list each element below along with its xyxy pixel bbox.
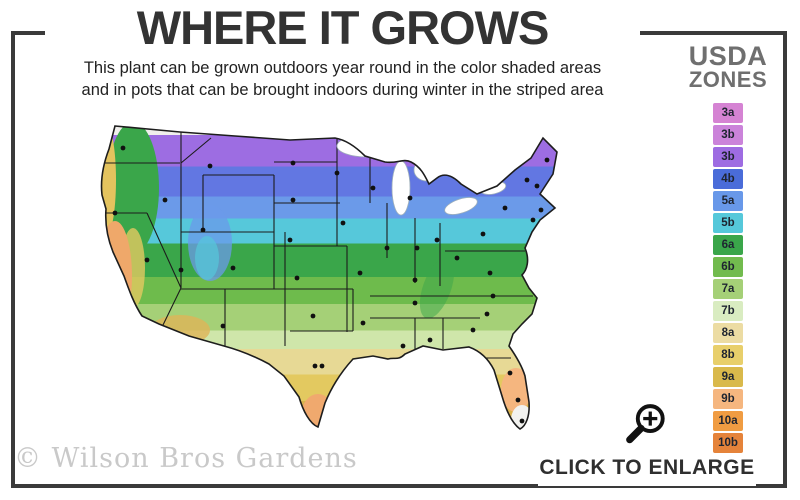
click-to-enlarge-label[interactable]: CLICK TO ENLARGE [538, 454, 756, 486]
overlay-appalachia-green [419, 257, 455, 319]
legend-swatch-10a: 10a [713, 411, 743, 431]
legend-swatch-7b: 7b [713, 301, 743, 321]
subtitle-line-1: This plant can be grown outdoors year ro… [83, 59, 602, 77]
usa-hardiness-zone-map [100, 125, 558, 430]
legend-swatch-3a: 3a [713, 103, 743, 123]
legend-swatch-6a: 6a [713, 235, 743, 255]
legend-swatch-5a: 5a [713, 191, 743, 211]
legend-items: 3a 3b 3b 4b 5a 5b 6a 6b 7a 7b 8a 8b 9a 9b 10a 10b [713, 103, 743, 455]
state-borders [101, 132, 533, 359]
legend-swatch-10b: 10b [713, 433, 743, 453]
legend-swatch-7a: 7a [713, 279, 743, 299]
legend-title-zones: ZONES [688, 67, 768, 92]
legend-swatch-8a: 8a [713, 323, 743, 343]
legend-swatch-3b: 3b [713, 147, 743, 167]
magnifier-plus-icon[interactable] [621, 398, 673, 450]
lake-erie [444, 197, 478, 215]
legend-swatch-3b: 3b [713, 125, 743, 145]
legend-swatch-6b: 6b [713, 257, 743, 277]
legend-title-usda: USDA [688, 41, 768, 71]
overlay-desert-gold [150, 315, 210, 345]
lake-michigan [391, 160, 411, 216]
legend-swatch-8b: 8b [713, 345, 743, 365]
page-title: WHERE IT GROWS [136, 1, 550, 54]
us-outline [100, 125, 558, 430]
legend-swatch-9b: 9b [713, 389, 743, 409]
lake-superior [336, 134, 398, 158]
legend-swatch-9a: 9a [713, 367, 743, 387]
header: WHERE IT GROWS [45, 0, 640, 56]
overlay-florida-peach [501, 368, 531, 412]
overlay-pnw-green [107, 126, 159, 254]
overlay-coast-gold [101, 126, 116, 238]
legend-swatch-5b: 5b [713, 213, 743, 233]
legend-title: USDA ZONES [672, 41, 784, 92]
subtitle-line-2: and in pots that can be brought indoors … [81, 80, 604, 99]
click-to-enlarge-button[interactable]: CLICK TO ENLARGE [538, 398, 756, 486]
overlay-ca-peach [101, 221, 132, 331]
legend-swatch-4b: 4b [713, 169, 743, 189]
subtitle: This plant can be grown outdoors year ro… [45, 58, 640, 102]
watermark: © Wilson Bros Gardens [14, 443, 358, 474]
overlay-rockies-cyan [195, 236, 219, 280]
